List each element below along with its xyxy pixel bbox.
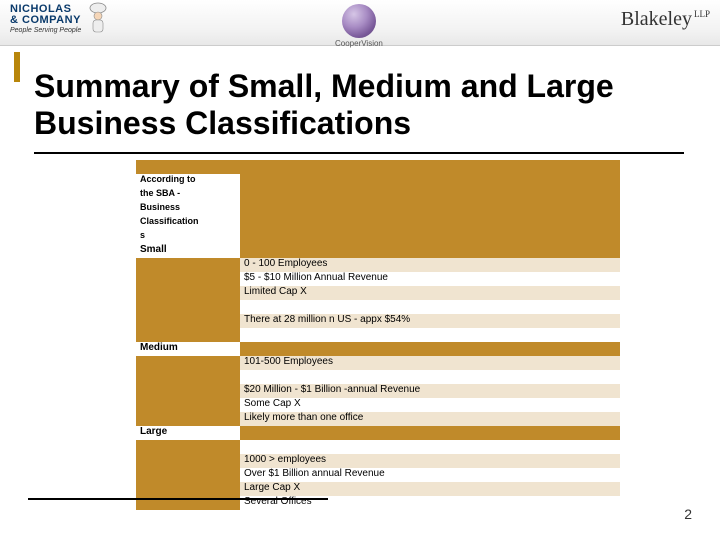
logo-nicholas: NICHOLAS & COMPANY People Serving People [10,2,111,36]
table-row [136,370,620,384]
table-cell-label [136,272,240,286]
chef-icon [85,2,111,36]
table-cell-label [136,258,240,272]
table-cell-value: Some Cap X [240,398,620,412]
table-cell-value [240,230,620,244]
logo-coopervision: CooperVision [335,4,383,48]
table-cell-label: Classification [136,216,240,230]
accent-bar [14,52,20,82]
table-cell-label [136,300,240,314]
table-row: There at 28 million n US - appx $54% [136,314,620,328]
page-title: Summary of Small, Medium and Large Busin… [34,68,674,142]
table-row [136,160,620,174]
logo-center-label: CooperVision [335,39,383,48]
table-cell-value: Limited Cap X [240,286,620,300]
table-row [136,300,620,314]
table-row: $5 - $10 Million Annual Revenue [136,272,620,286]
table-cell-label: According to [136,174,240,188]
table-cell-label [136,356,240,370]
table-cell-label [136,398,240,412]
logo-right-name: Blakeley [621,8,692,30]
table-cell-value: $5 - $10 Million Annual Revenue [240,272,620,286]
table-cell-label [136,286,240,300]
table-cell-label: Medium [136,342,240,356]
table-cell-value: Large Cap X [240,482,620,496]
page-number: 2 [684,506,692,522]
table-cell-label: Large [136,426,240,440]
table-cell-value [240,328,620,342]
table-cell-value [240,188,620,202]
table-cell-value: 1000 > employees [240,454,620,468]
table-row: Classification [136,216,620,230]
table-cell-value [240,174,620,188]
table-row: s [136,230,620,244]
table-cell-label [136,468,240,482]
table-cell-value: 0 - 100 Employees [240,258,620,272]
table-row: Limited Cap X [136,286,620,300]
table-cell-value: There at 28 million n US - appx $54% [240,314,620,328]
table-cell-label: Business [136,202,240,216]
table-cell-label [136,370,240,384]
table-cell-value: $20 Million - $1 Billion -annual Revenue [240,384,620,398]
table-cell-label [136,384,240,398]
classification-table: According tothe SBA -BusinessClassificat… [136,160,620,510]
table-cell-value [240,440,620,454]
table-cell-value [240,202,620,216]
table-row: According to [136,174,620,188]
logo-left-line2: & COMPANY [10,15,81,26]
table-row: Some Cap X [136,398,620,412]
title-underline [34,152,684,154]
logo-blakeley: BlakeleyLLP [621,8,710,31]
table-row [136,328,620,342]
table-cell-value [240,342,620,356]
table-row: Large [136,426,620,440]
footer-line [28,498,328,500]
table-cell-label [136,328,240,342]
table-cell-value [240,426,620,440]
table-row: 101-500 Employees [136,356,620,370]
header-bar: NICHOLAS & COMPANY People Serving People… [0,0,720,46]
logo-left-tagline: People Serving People [10,27,81,34]
table-row: the SBA - [136,188,620,202]
table-cell-value [240,300,620,314]
table-row: Large Cap X [136,482,620,496]
table-cell-value: Over $1 Billion annual Revenue [240,468,620,482]
table-cell-value [240,244,620,258]
logo-right-suffix: LLP [694,9,710,19]
table-row: Business [136,202,620,216]
table-row: 1000 > employees [136,454,620,468]
table-cell-value [240,216,620,230]
table-cell-label [136,440,240,454]
table-cell-value: Likely more than one office [240,412,620,426]
table-cell-label [136,160,240,174]
table-cell-value: 101-500 Employees [240,356,620,370]
sphere-icon [342,4,376,38]
table-cell-label: s [136,230,240,244]
table-row: Small [136,244,620,258]
table-cell-value [240,160,620,174]
table-row: $20 Million - $1 Billion -annual Revenue [136,384,620,398]
table-cell-label: the SBA - [136,188,240,202]
table-row [136,440,620,454]
table-row: Over $1 Billion annual Revenue [136,468,620,482]
table-row: Likely more than one office [136,412,620,426]
table-row: 0 - 100 Employees [136,258,620,272]
table-cell-value [240,370,620,384]
table-cell-label: Small [136,244,240,258]
table-row: Medium [136,342,620,356]
table-cell-label [136,412,240,426]
table-cell-label [136,454,240,468]
table-cell-label [136,482,240,496]
table-cell-label [136,314,240,328]
